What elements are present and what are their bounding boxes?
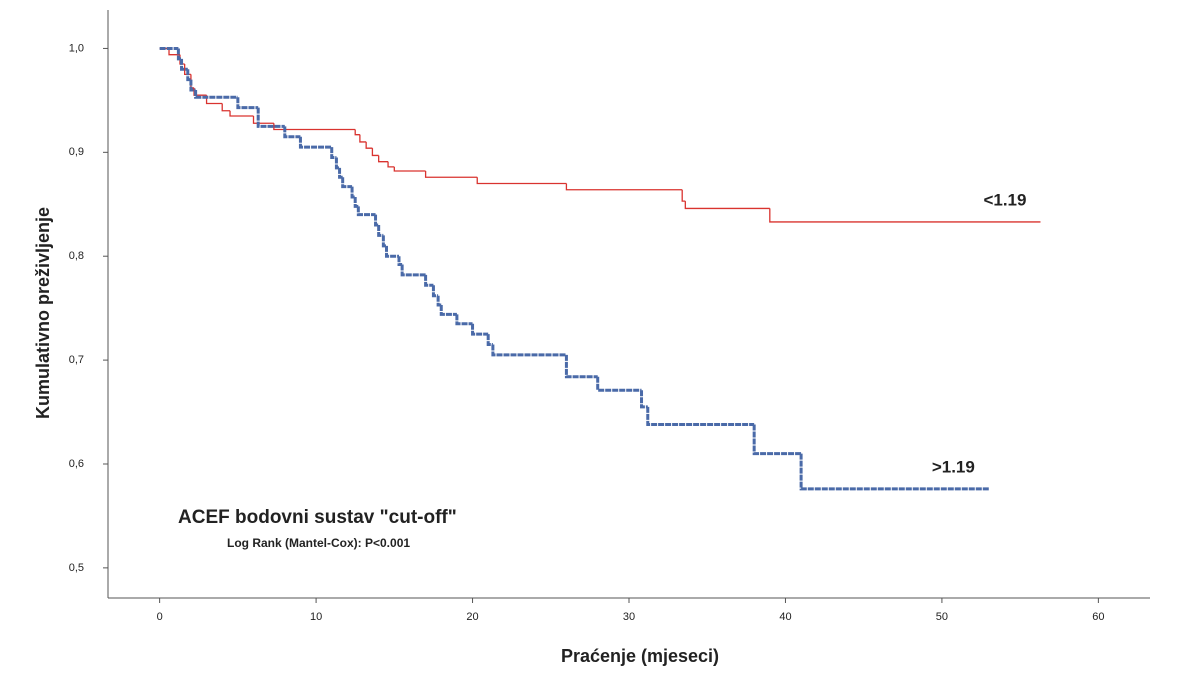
x-tick-label: 60 xyxy=(1092,611,1104,623)
survival-step xyxy=(168,48,180,56)
survival-step xyxy=(334,157,340,170)
survival-step xyxy=(752,424,802,456)
survival-step xyxy=(455,314,473,326)
survival-step xyxy=(769,208,1041,223)
survival-step xyxy=(377,225,384,237)
y-tick-label: 0,5 xyxy=(69,562,84,574)
x-tick-label: 20 xyxy=(466,611,478,623)
survival-step xyxy=(378,155,389,163)
x-tick-label: 10 xyxy=(310,611,322,623)
survival-step xyxy=(431,285,439,298)
survival-step xyxy=(256,107,285,128)
x-axis-label: Praćenje (mjeseci) xyxy=(561,646,719,666)
survival-step xyxy=(236,97,259,110)
survival-step xyxy=(330,147,337,160)
survival-step xyxy=(564,354,598,379)
survival-step xyxy=(189,79,196,92)
series-label: <1.19 xyxy=(983,190,1026,209)
survival-step xyxy=(397,256,403,267)
x-tick-label: 50 xyxy=(936,611,948,623)
y-tick-label: 1,0 xyxy=(69,42,84,54)
survival-step xyxy=(436,295,442,307)
survival-step xyxy=(298,136,332,149)
x-tick-label: 30 xyxy=(623,611,635,623)
survival-step xyxy=(640,390,648,409)
survival-step xyxy=(221,103,231,112)
survival-step xyxy=(799,453,989,491)
survival-step xyxy=(273,123,356,131)
y-axis-label: Kumulativno preživljenje xyxy=(33,207,53,419)
survival-step xyxy=(424,171,478,178)
survival-step xyxy=(359,134,367,143)
survival-step xyxy=(384,245,400,258)
survival-step xyxy=(476,177,567,185)
survival-step xyxy=(353,196,359,208)
survival-step xyxy=(194,89,238,99)
survival-step xyxy=(381,235,387,248)
survival-step xyxy=(371,148,379,157)
y-tick-label: 0,8 xyxy=(69,250,84,262)
survival-step xyxy=(681,189,686,202)
survival-step xyxy=(684,201,770,210)
x-tick-label: 40 xyxy=(779,611,791,623)
survival-step xyxy=(491,344,567,357)
survival-step xyxy=(356,206,376,217)
survival-step xyxy=(229,110,254,117)
survival-step xyxy=(354,129,360,136)
survival-step xyxy=(193,87,207,96)
y-tick-label: 0,9 xyxy=(69,146,84,158)
x-tick-label: 0 xyxy=(157,611,163,623)
survival-step xyxy=(400,264,426,277)
survival-step xyxy=(646,406,755,427)
survival-step xyxy=(341,177,353,189)
survival-step xyxy=(486,334,493,347)
survival-step xyxy=(596,376,642,392)
survival-step xyxy=(471,323,489,336)
survival-step xyxy=(338,167,343,179)
survival-step xyxy=(439,305,457,316)
survival-step xyxy=(350,186,356,199)
survival-step xyxy=(387,161,395,168)
survival-step xyxy=(186,69,191,82)
survival-step xyxy=(252,115,274,124)
y-tick-label: 0,6 xyxy=(69,458,84,470)
survival-step xyxy=(365,141,373,149)
survival-step xyxy=(565,183,683,191)
chart-title: ACEF bodovni sustav "cut-off" xyxy=(178,507,457,528)
survival-step xyxy=(283,126,301,139)
survival-step xyxy=(180,58,188,71)
survival-step xyxy=(424,274,434,287)
y-tick-label: 0,7 xyxy=(69,354,84,366)
survival-step xyxy=(393,166,426,172)
chart-subtitle: Log Rank (Mantel-Cox): P<0.001 xyxy=(227,536,410,550)
survival-step xyxy=(374,214,379,227)
series-label: >1.19 xyxy=(932,457,975,476)
